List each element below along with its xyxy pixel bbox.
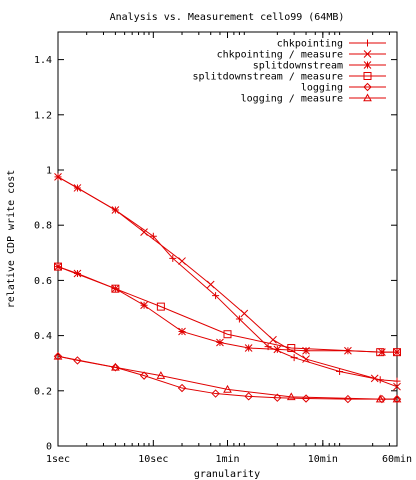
- x-axis: 1sec 10sec 1min 10min 60min: [46, 32, 412, 465]
- data-point: [392, 394, 402, 404]
- series-line: [57, 176, 398, 388]
- legend-marker: [364, 39, 371, 47]
- data-point: [393, 348, 401, 357]
- data-point: [240, 309, 249, 318]
- legend-label: splitdownstream / measure: [192, 72, 343, 83]
- legend-marker: [363, 72, 372, 80]
- series-5: [53, 352, 402, 404]
- legend-item: logging: [301, 83, 386, 94]
- legend-item: chkpointing: [277, 39, 386, 50]
- data-point: [376, 348, 385, 357]
- data-point: [370, 374, 379, 383]
- plot-frame: [57, 31, 398, 447]
- series-layer: [53, 173, 402, 404]
- legend-label: splitdownstream: [253, 61, 343, 72]
- data-point: [177, 383, 187, 393]
- series-2: [54, 173, 401, 391]
- data-point: [392, 394, 402, 403]
- data-point: [156, 371, 166, 379]
- data-point: [393, 377, 401, 385]
- y-tick-label: 0.2: [34, 386, 52, 397]
- data-point: [302, 346, 310, 355]
- legend-marker: [363, 93, 372, 102]
- legend-item: logging / measure: [241, 93, 386, 105]
- data-point: [206, 280, 215, 289]
- data-point: [178, 257, 186, 265]
- y-tick-label: 0: [46, 442, 52, 453]
- data-point: [393, 382, 401, 391]
- data-point: [235, 315, 243, 323]
- y-tick-label: 1.4: [34, 55, 52, 66]
- data-point: [223, 384, 232, 393]
- legend-label: logging: [301, 83, 343, 94]
- y-tick-label: 0.8: [34, 221, 52, 232]
- data-point: [377, 394, 387, 404]
- series-line: [57, 266, 397, 353]
- legend-item: splitdownstream / measure: [192, 72, 386, 83]
- legend-label: logging / measure: [241, 94, 343, 105]
- data-point: [73, 269, 82, 278]
- x-tick-label: 1sec: [46, 454, 70, 465]
- data-point: [336, 367, 344, 375]
- series-4: [54, 262, 401, 357]
- data-point: [140, 301, 148, 310]
- data-point: [302, 355, 310, 363]
- x-tick-label: 60min: [382, 454, 412, 465]
- data-point: [111, 284, 120, 293]
- data-point: [216, 338, 224, 347]
- data-point: [375, 394, 385, 403]
- data-point: [244, 344, 253, 352]
- data-point: [223, 330, 232, 339]
- data-point: [290, 354, 298, 362]
- y-axis-label: relative CDP write cost: [6, 170, 17, 308]
- y-tick-label: 1.2: [34, 110, 52, 121]
- data-point: [212, 292, 220, 300]
- legend-label: chkpointing: [277, 39, 343, 50]
- data-point: [111, 362, 120, 371]
- data-point: [244, 392, 253, 401]
- data-point: [54, 173, 62, 181]
- data-point: [140, 228, 148, 236]
- series-6: [53, 351, 402, 403]
- x-tick-label: 10min: [308, 454, 338, 465]
- legend-marker: [363, 50, 372, 58]
- legend-label: chkpointing / measure: [217, 50, 343, 61]
- legend-item: splitdownstream: [253, 61, 386, 72]
- data-point: [156, 302, 165, 311]
- data-point: [269, 335, 277, 344]
- chart-title: Analysis vs. Measurement cello99 (64MB): [110, 12, 345, 23]
- x-tick-label: 10sec: [138, 454, 168, 465]
- legend-marker: [363, 82, 372, 92]
- x-axis-label: granularity: [194, 469, 260, 480]
- y-tick-label: 1: [46, 166, 52, 177]
- data-point: [287, 344, 296, 353]
- data-point: [111, 206, 120, 214]
- legend-marker: [363, 61, 372, 69]
- data-point: [211, 389, 220, 398]
- data-point: [273, 393, 282, 402]
- series-3: [54, 262, 401, 357]
- x-tick-label: 1min: [215, 454, 239, 465]
- data-point: [53, 351, 63, 360]
- y-tick-label: 0.6: [34, 276, 52, 287]
- data-point: [53, 352, 63, 361]
- data-point: [73, 184, 82, 192]
- data-point: [111, 363, 120, 372]
- data-point: [169, 254, 177, 262]
- data-point: [273, 345, 282, 354]
- y-tick-label: 0.4: [34, 331, 52, 342]
- y-axis: 0 0.2 0.4 0.6 0.8 1 1.2 1.4: [34, 55, 397, 453]
- data-point: [139, 371, 149, 380]
- legend-item: chkpointing / measure: [217, 50, 386, 61]
- series-line: [57, 266, 397, 353]
- data-point: [54, 262, 62, 271]
- series-line: [57, 355, 397, 400]
- data-point: [178, 327, 186, 336]
- data-point: [286, 392, 296, 401]
